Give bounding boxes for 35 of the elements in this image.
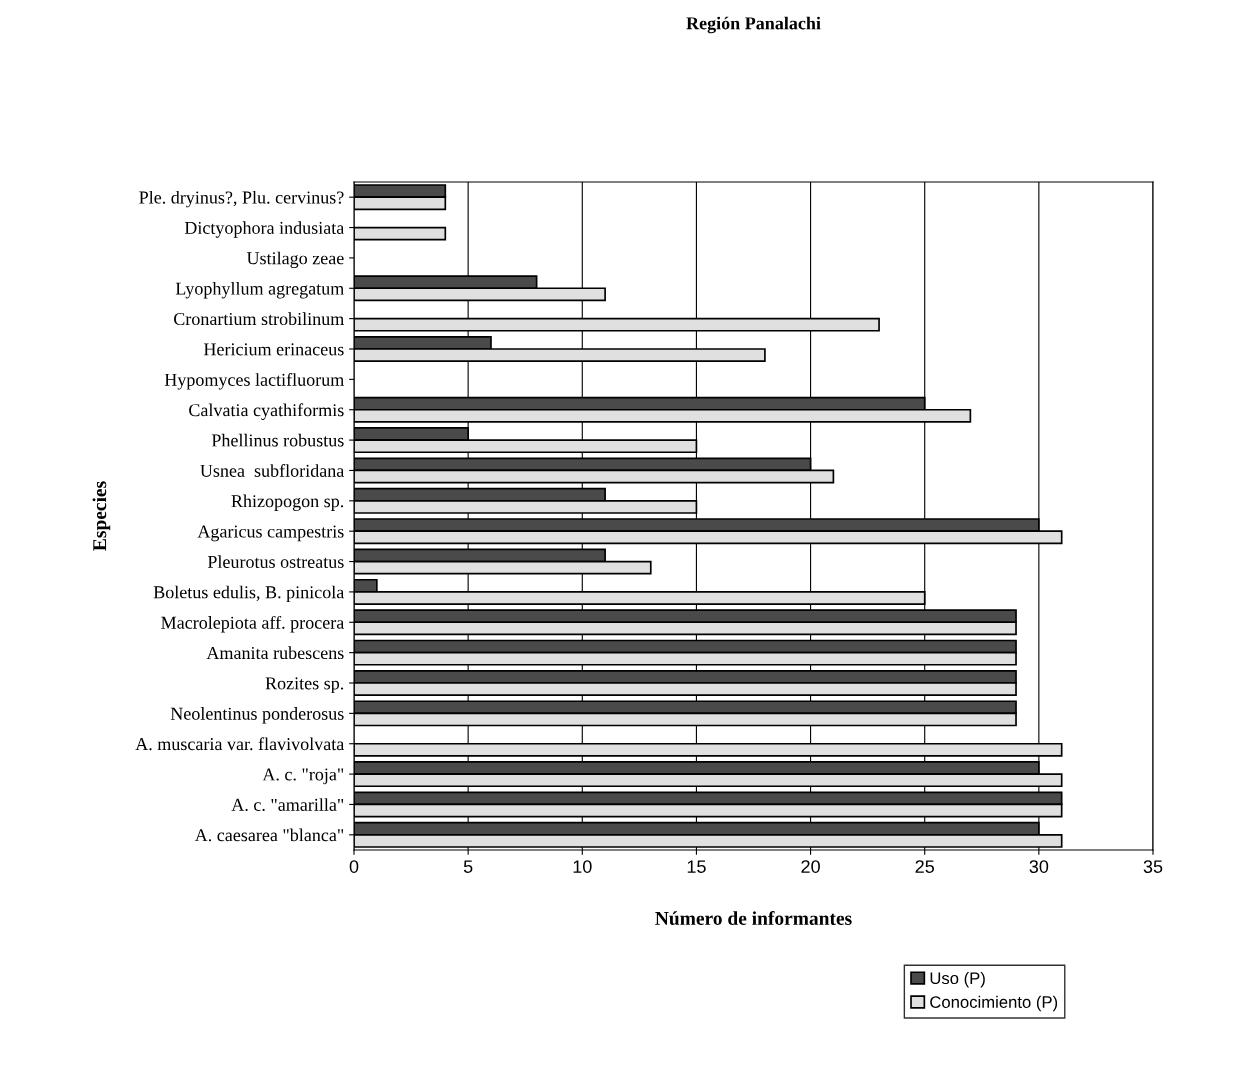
x-tick-label: 10	[573, 860, 592, 873]
y-tick-label: A. c. "amarilla"	[231, 798, 344, 811]
y-tick-label: Calvatia cyathiformis	[189, 403, 344, 420]
y-tick-label: Ple. dryinus?, Plu. cervinus?	[139, 190, 344, 208]
x-axis-title: Número de informantes	[655, 911, 852, 926]
x-tick-label: 5	[463, 860, 473, 873]
y-tick-label: Amanita rubescens	[206, 646, 344, 660]
y-tick-label: Hypomyces lactifluorum	[164, 373, 344, 390]
y-tick-label: Lyophyllum agregatum	[175, 282, 344, 299]
y-tick-label: Cronartium strobilinum	[174, 312, 344, 326]
y-tick-label: Boletus edulis, B. pinicola	[153, 585, 345, 603]
x-tick-label: 25	[915, 860, 934, 873]
y-tick-label: A. c. "roja"	[262, 768, 344, 785]
y-tick-label: Phellinus robustus	[211, 433, 344, 447]
y-tick-label: Rhizopogon sp.	[231, 494, 344, 511]
y-tick-label: Neolentinus ponderosus	[170, 707, 344, 724]
x-tick-label: 35	[1143, 860, 1163, 873]
chart-title: Región Panalachi	[686, 16, 821, 34]
y-tick-label: Hericium erinaceus	[203, 343, 344, 356]
x-tick-label: 20	[801, 860, 820, 873]
legend-label: Uso (P)	[930, 971, 985, 988]
y-tick-label: Pleurotus ostreatus	[207, 555, 344, 568]
x-tick-label: 30	[1029, 860, 1049, 873]
x-tick-label: 15	[687, 860, 706, 873]
y-tick-label: Usnea subfloridana	[200, 464, 345, 477]
y-tick-label: A. muscaria var. flavivolvata	[135, 737, 345, 751]
y-axis-title: Especies	[92, 481, 111, 551]
y-tick-label: Rozites sp.	[265, 677, 344, 694]
y-tick-label: Ustilago zeae	[246, 251, 344, 269]
y-tick-label: A. caesarea "blanca"	[194, 828, 344, 842]
y-tick-label: Dictyophora indusiata	[184, 221, 345, 238]
y-tick-label: Agaricus campestris	[197, 525, 344, 542]
legend-label: Conocimiento (P)	[930, 995, 1058, 1012]
y-tick-label: Macrolepiota aff. procera	[161, 615, 345, 633]
x-tick-label: 0	[349, 860, 359, 873]
